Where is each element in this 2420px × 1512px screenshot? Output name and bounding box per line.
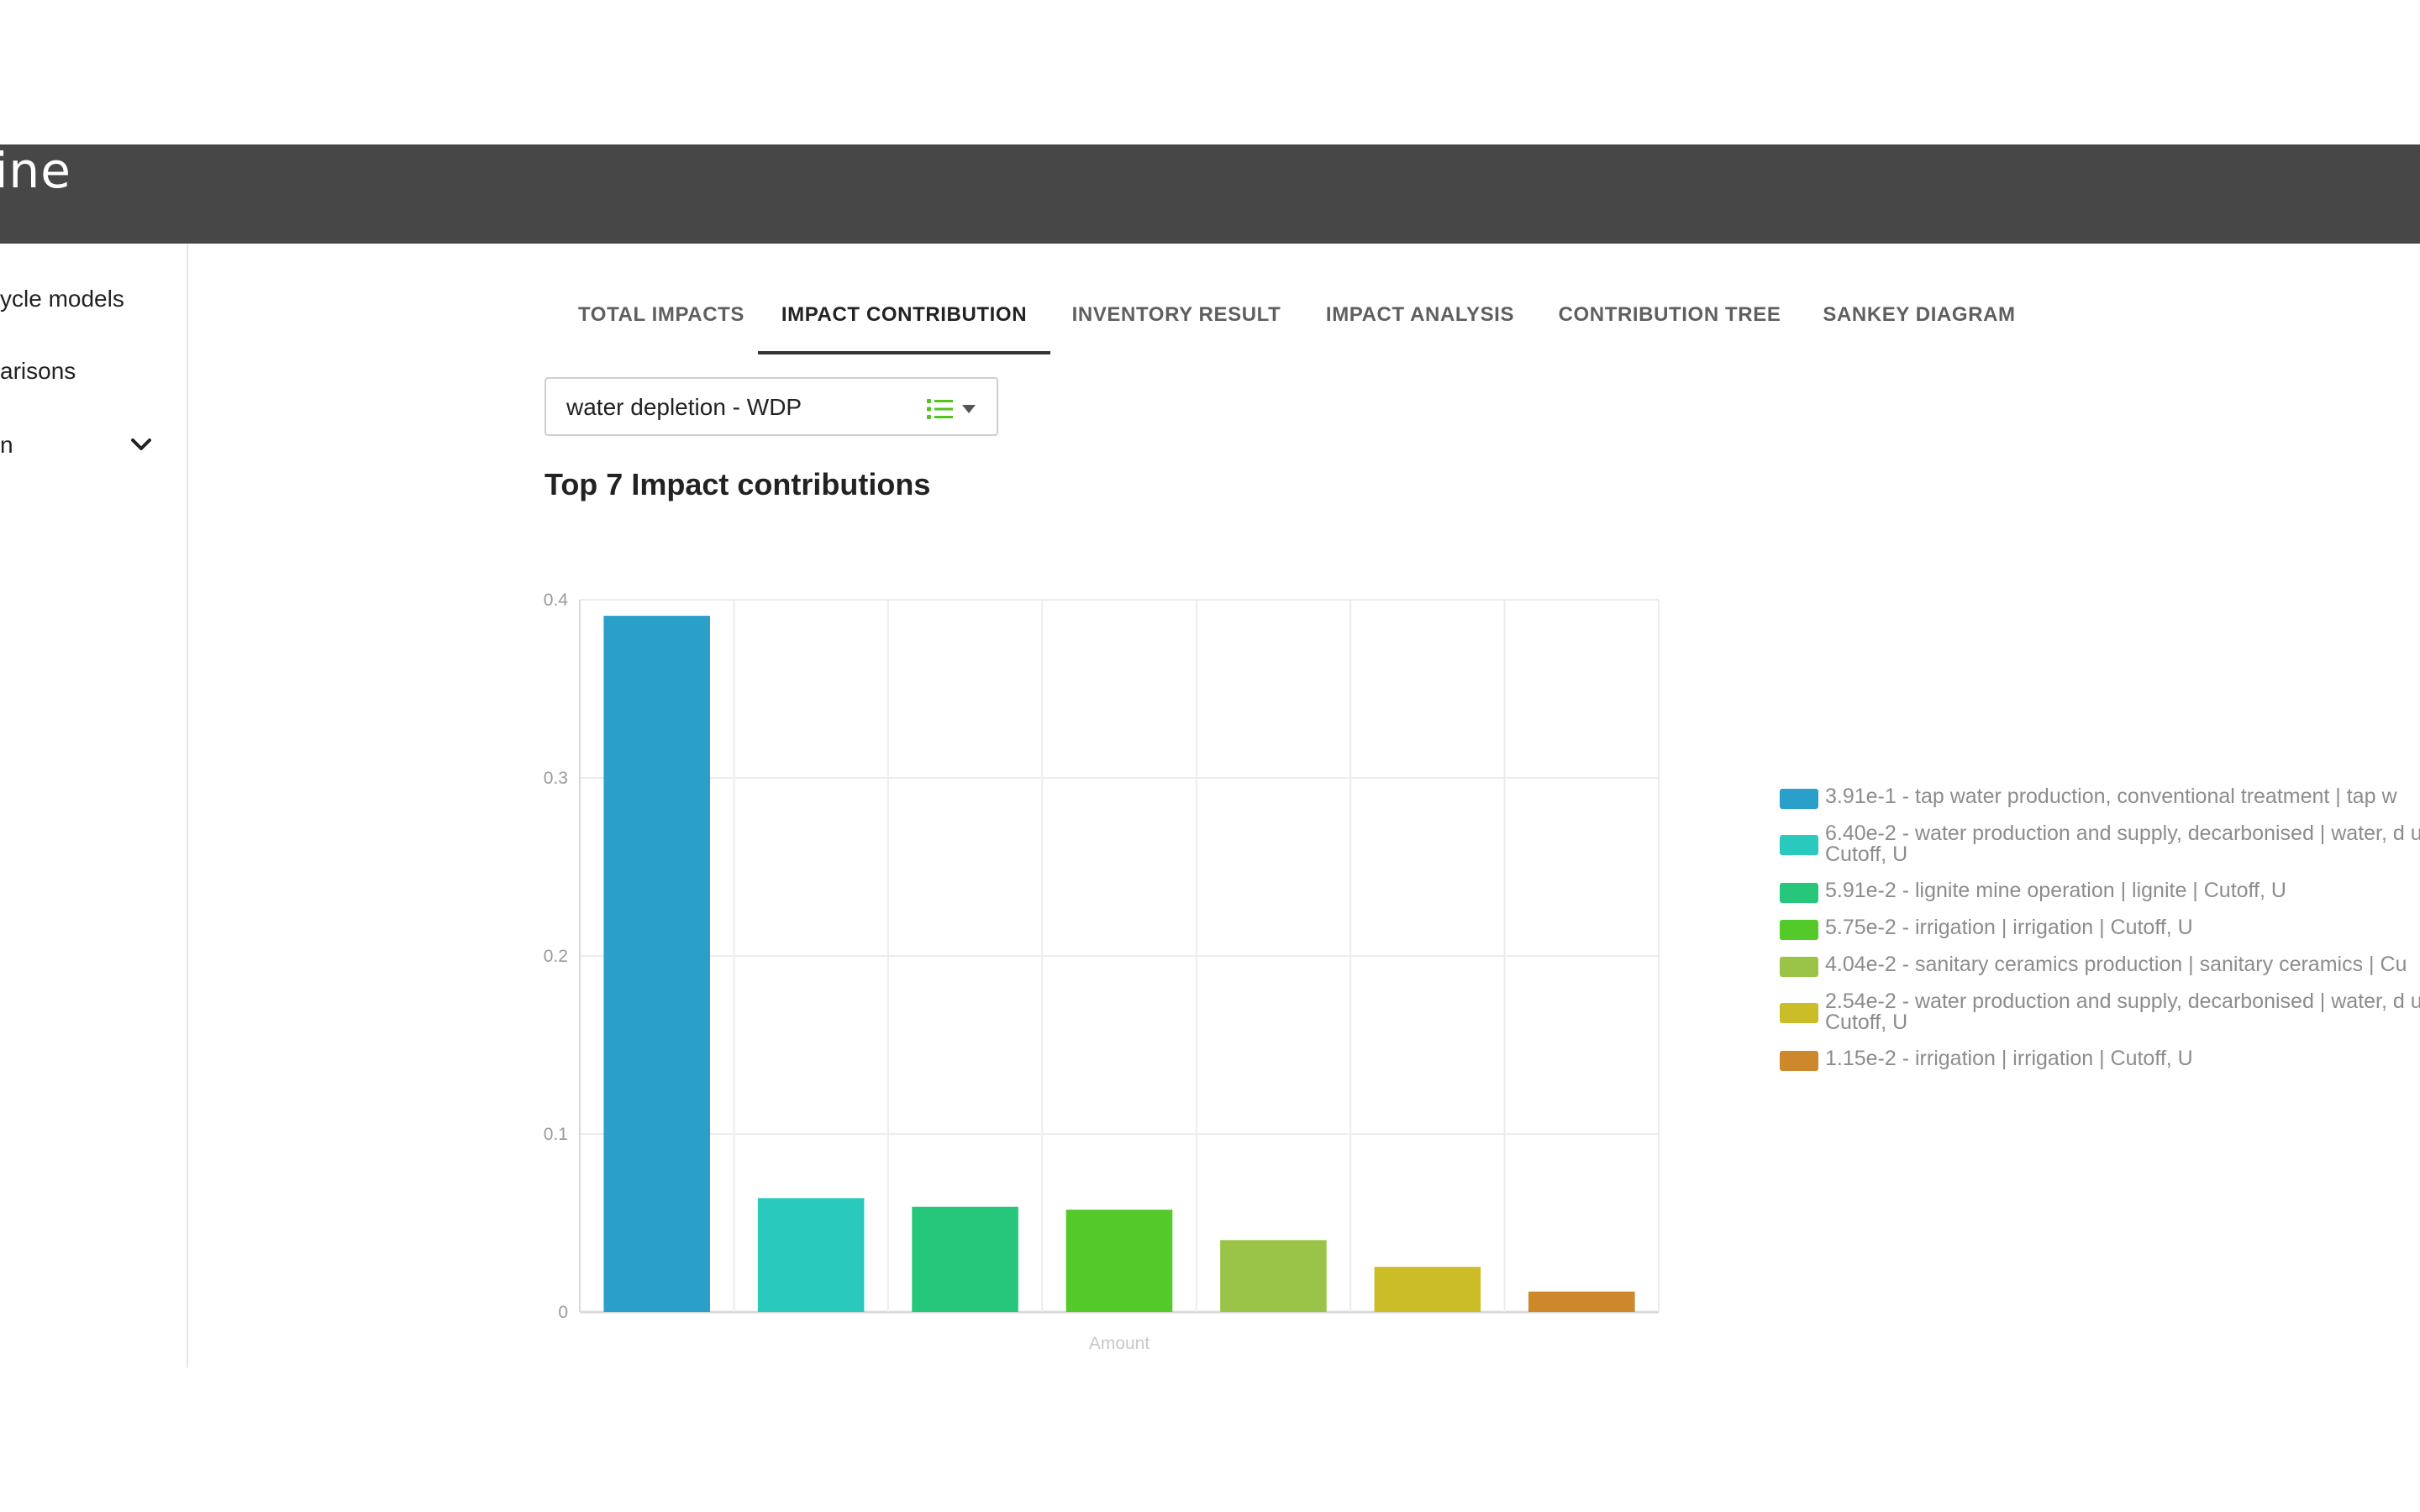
- chart-bar[interactable]: [1528, 1291, 1635, 1312]
- chart-bar[interactable]: [912, 1206, 1018, 1312]
- impact-category-value: water depletion - WDP: [566, 394, 802, 420]
- list-icon[interactable]: [926, 397, 955, 421]
- legend-item[interactable]: 4.04e-2 - sanitary ceramics production |…: [1780, 953, 2420, 977]
- legend-item[interactable]: 5.75e-2 - irrigation | irrigation | Cuto…: [1780, 916, 2420, 940]
- chevron-down-icon[interactable]: [126, 435, 156, 455]
- caret-down-icon[interactable]: [961, 404, 976, 414]
- legend-item[interactable]: 5.91e-2 - lignite mine operation | ligni…: [1780, 879, 2420, 903]
- x-axis-label: Amount: [1089, 1334, 1150, 1353]
- impact-category-select[interactable]: water depletion - WDP: [544, 377, 998, 436]
- app-logo[interactable]: Line: [0, 142, 71, 199]
- bar-chart: 0 0.1 0.2 0.3 0.4 Amount: [544, 591, 1660, 1353]
- tab-contribution-tree[interactable]: CONTRIBUTION TREE: [1558, 303, 1781, 326]
- chart-y-ticks: 0 0.1 0.2 0.3 0.4: [544, 591, 569, 1322]
- legend-item[interactable]: 2.54e-2 - water production and supply, d…: [1780, 991, 2420, 1033]
- tab-sankey-diagram[interactable]: SANKEY DIAGRAM: [1823, 303, 2016, 326]
- sidebar-item-label: arisons: [0, 358, 76, 384]
- tab-inventory-result[interactable]: INVENTORY RESULT: [1071, 303, 1281, 326]
- chart-bar[interactable]: [603, 616, 710, 1312]
- top-bar: Line n: [0, 144, 2420, 244]
- legend-swatch: [1780, 835, 1818, 855]
- chart-title: Top 7 Impact contributions: [544, 467, 931, 501]
- sidebar-item-comparisons[interactable]: arisons: [0, 346, 187, 396]
- legend-swatch: [1780, 920, 1818, 940]
- legend-swatch: [1780, 1003, 1818, 1023]
- chart-bar[interactable]: [1220, 1240, 1327, 1312]
- legend-swatch: [1780, 789, 1818, 809]
- tab-impact-contribution[interactable]: IMPACT CONTRIBUTION: [758, 286, 1050, 354]
- sidebar-item-label: n: [0, 432, 13, 458]
- legend-swatch: [1780, 957, 1818, 977]
- chart-bar[interactable]: [1065, 1210, 1173, 1312]
- sidebar-item-life-cycle-models[interactable]: ycle models: [0, 274, 187, 324]
- y-tick-label: 0.3: [544, 769, 568, 788]
- sidebar-item-expandable[interactable]: n: [0, 420, 187, 470]
- sidebar: ycle models arisons n: [0, 244, 188, 1368]
- y-tick-label: 0.2: [544, 947, 568, 966]
- legend-label: 4.04e-2 - sanitary ceramics production |…: [1825, 953, 2407, 976]
- legend-label: 6.40e-2 - water production and supply, d…: [1825, 822, 2420, 866]
- tab-total-impacts[interactable]: TOTAL IMPACTS: [577, 303, 745, 326]
- legend-label: 5.91e-2 - lignite mine operation | ligni…: [1825, 879, 2286, 902]
- legend-label: 2.54e-2 - water production and supply, d…: [1825, 990, 2420, 1034]
- chart-bar[interactable]: [1374, 1267, 1481, 1312]
- y-tick-label: 0.1: [544, 1125, 568, 1144]
- chart-bar[interactable]: [757, 1198, 865, 1312]
- chart-bars: [603, 616, 1635, 1312]
- chart-legend: 3.91e-1 - tap water production, conventi…: [1780, 786, 2420, 1094]
- legend-swatch: [1780, 883, 1818, 903]
- legend-item[interactable]: 3.91e-1 - tap water production, conventi…: [1780, 786, 2420, 809]
- y-tick-label: 0: [558, 1303, 568, 1322]
- legend-label: 3.91e-1 - tap water production, conventi…: [1825, 786, 2397, 808]
- sidebar-item-label: ycle models: [0, 286, 124, 312]
- legend-item[interactable]: 6.40e-2 - water production and supply, d…: [1780, 823, 2420, 865]
- legend-label: 5.75e-2 - irrigation | irrigation | Cuto…: [1825, 916, 2193, 939]
- legend-swatch: [1780, 1051, 1818, 1071]
- tab-impact-analysis[interactable]: IMPACT ANALYSIS: [1325, 303, 1515, 326]
- chart-grid: [579, 599, 1660, 1314]
- legend-label: 1.15e-2 - irrigation | irrigation | Cuto…: [1825, 1047, 2193, 1070]
- y-tick-label: 0.4: [544, 591, 569, 610]
- legend-item[interactable]: 1.15e-2 - irrigation | irrigation | Cuto…: [1780, 1047, 2420, 1071]
